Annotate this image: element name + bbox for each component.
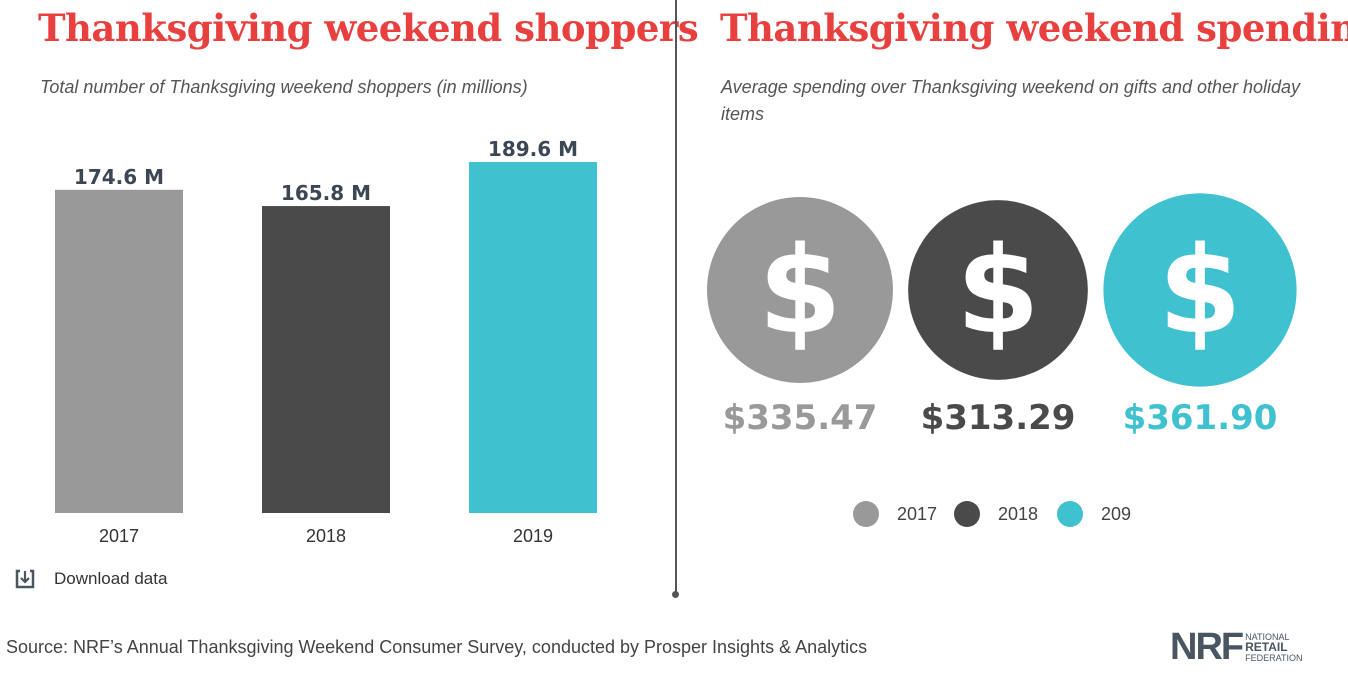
dollar-icon: $ xyxy=(1158,222,1242,361)
spending-circle-2018 xyxy=(908,200,1088,380)
spending-value-label: $361.90 xyxy=(1123,398,1278,438)
x-tick-label: 2019 xyxy=(513,526,553,546)
legend-label: 2017 xyxy=(897,504,937,524)
bar-2017 xyxy=(55,189,183,513)
spending-value-label: $335.47 xyxy=(723,398,878,438)
spending-value-label: $313.29 xyxy=(921,398,1076,438)
dollar-icon: $ xyxy=(956,222,1040,361)
logo-text: NATIONAL RETAIL FEDERATION xyxy=(1245,632,1303,663)
download-icon xyxy=(15,569,35,589)
left-chart-subtitle: Total number of Thanksgiving weekend sho… xyxy=(40,77,528,97)
legend-swatch xyxy=(1057,501,1083,527)
legend-label: 209 xyxy=(1101,504,1131,524)
logo-mark: NRF xyxy=(1170,626,1244,668)
bar-2018 xyxy=(262,206,390,513)
spending-circle-209 xyxy=(1103,193,1297,387)
bar-value-label: 189.6 M xyxy=(488,137,578,161)
download-data-label: Download data xyxy=(54,569,168,588)
divider-end-dot xyxy=(672,591,679,598)
legend-swatch xyxy=(954,501,980,527)
x-tick-label: 2018 xyxy=(306,526,346,546)
bar-2019 xyxy=(469,162,597,513)
bar-value-label: 174.6 M xyxy=(74,165,164,189)
legend-swatch xyxy=(853,501,879,527)
spending-circle-2017 xyxy=(707,197,893,383)
legend-label: 2018 xyxy=(998,504,1038,524)
right-chart-title: Thanksgiving weekend spending xyxy=(720,6,1348,50)
x-tick-label: 2017 xyxy=(99,526,139,546)
bar-value-label: 165.8 M xyxy=(281,181,371,205)
download-data-button[interactable]: Download data xyxy=(14,568,167,590)
nrf-logo: NRF NATIONAL RETAIL FEDERATION xyxy=(1170,628,1302,666)
right-chart-subtitle: Average spending over Thanksgiving weeke… xyxy=(721,77,1301,124)
left-chart-title: Thanksgiving weekend shoppers xyxy=(38,6,699,50)
divider xyxy=(675,0,677,595)
dollar-icon: $ xyxy=(758,222,842,361)
source-note: Source: NRF’s Annual Thanksgiving Weeken… xyxy=(6,637,868,657)
